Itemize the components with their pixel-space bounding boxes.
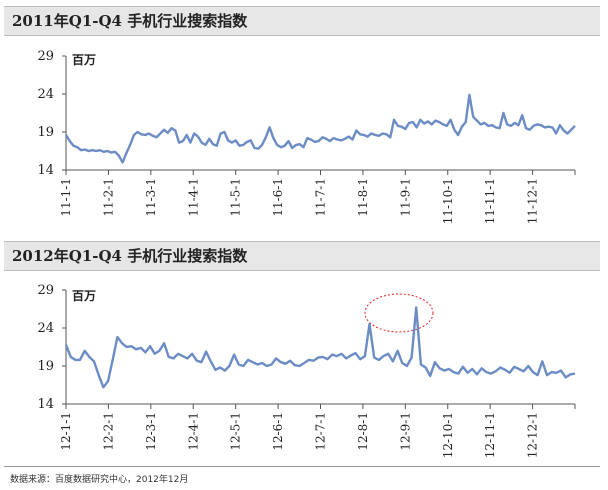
chart1-title: 2011年Q1-Q4 手机行业搜索指数 xyxy=(4,6,600,36)
x-tick-label: 12-9-1 xyxy=(398,412,412,451)
y-tick-label: 19 xyxy=(37,359,54,374)
chart2-title: 2012年Q1-Q4 手机行业搜索指数 xyxy=(4,241,600,271)
chart1-unit-label: 百万 xyxy=(72,53,96,67)
y-tick-label: 29 xyxy=(37,283,54,298)
x-tick-label: 12-1-1 xyxy=(59,412,73,451)
x-tick-label: 12-4-1 xyxy=(186,412,200,451)
x-tick-label: 11-7-1 xyxy=(314,178,328,217)
x-tick-label: 11-3-1 xyxy=(144,178,158,217)
x-tick-label: 12-12-1 xyxy=(526,412,540,458)
x-tick-label: 12-10-1 xyxy=(441,412,455,458)
x-tick-label: 12-3-1 xyxy=(144,412,158,451)
x-tick-label: 11-4-1 xyxy=(186,178,200,217)
y-tick-label: 19 xyxy=(37,125,54,140)
footer-divider xyxy=(4,466,600,467)
chart1: 百万 14 19 24 29 11-1-1 11-2-1 11-3-1 11-4-1 11-5-… xyxy=(37,49,576,224)
y-tick-label: 14 xyxy=(37,397,54,412)
x-tick-label: 11-9-1 xyxy=(398,178,412,217)
x-tick-label: 11-2-1 xyxy=(101,178,115,217)
chart2: 百万 14 19 24 29 12-1-1 12-2-1 12-3-1 12-4-1 12-5-… xyxy=(37,283,576,458)
y-tick-label: 29 xyxy=(37,49,54,64)
series-line xyxy=(64,93,576,164)
x-tick-label: 11-6-1 xyxy=(271,178,285,217)
y-tick-label: 14 xyxy=(37,163,54,178)
x-tick-label: 11-10-1 xyxy=(441,178,455,224)
y-tick-label: 24 xyxy=(37,321,54,336)
highlight-ellipse xyxy=(364,293,434,333)
x-tick-label: 12-5-1 xyxy=(229,412,243,451)
x-tick-label: 12-8-1 xyxy=(356,412,370,451)
x-tick-label: 11-11-1 xyxy=(483,178,497,224)
x-tick-label: 11-12-1 xyxy=(526,178,540,224)
data-source-note: 数据来源：百度数据研究中心，2012年12月 xyxy=(10,475,189,485)
y-tick-label: 24 xyxy=(37,87,54,102)
chart2-unit-label: 百万 xyxy=(72,289,96,303)
x-tick-label: 12-7-1 xyxy=(314,412,328,451)
x-tick-label: 12-6-1 xyxy=(271,412,285,451)
x-tick-label: 11-5-1 xyxy=(229,178,243,217)
x-tick-label: 11-8-1 xyxy=(356,178,370,217)
x-tick-label: 12-11-1 xyxy=(483,412,497,458)
x-tick-label: 11-1-1 xyxy=(59,178,73,217)
x-tick-label: 12-2-1 xyxy=(101,412,115,451)
series-line xyxy=(64,306,576,389)
